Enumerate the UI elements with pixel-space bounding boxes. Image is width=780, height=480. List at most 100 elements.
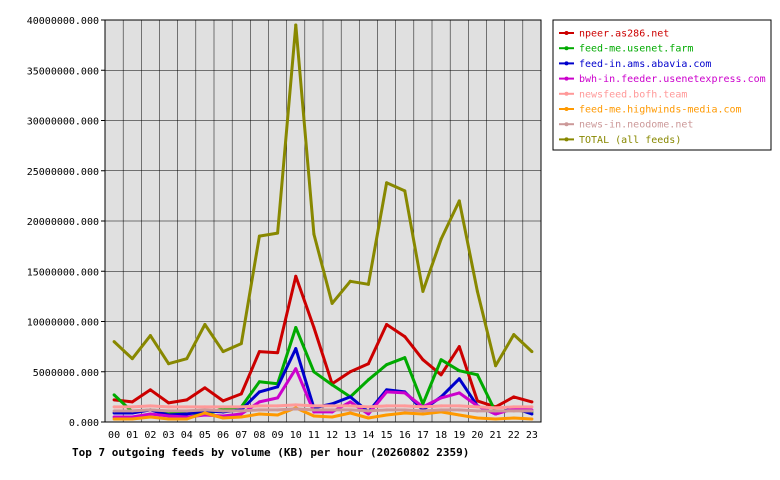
series-point [457, 391, 461, 395]
series-point [312, 404, 316, 408]
series-point [330, 383, 334, 387]
series-point [366, 362, 370, 366]
series-point [148, 404, 152, 408]
x-tick-label: 12 [326, 430, 338, 441]
series-point [257, 408, 261, 412]
y-tick-label: 5000000.000 [33, 368, 99, 379]
series-point [348, 408, 352, 412]
series-point [130, 409, 134, 413]
series-point [348, 400, 352, 404]
series-point [385, 408, 389, 412]
series-point [257, 412, 261, 416]
series-point [148, 408, 152, 412]
x-tick-label: 10 [290, 430, 302, 441]
series-point [403, 356, 407, 360]
series-point [112, 405, 116, 409]
series-point [185, 405, 189, 409]
series-point [385, 181, 389, 185]
legend-marker [564, 76, 569, 81]
series-point [439, 373, 443, 377]
x-tick-label: 05 [199, 430, 211, 441]
series-point [276, 231, 280, 235]
series-point [167, 417, 171, 421]
legend-marker [564, 122, 569, 127]
x-tick-label: 08 [253, 430, 265, 441]
series-point [185, 417, 189, 421]
x-tick-label: 23 [526, 430, 538, 441]
series-point [221, 416, 225, 420]
series-point [439, 358, 443, 362]
x-tick-label: 13 [344, 430, 356, 441]
series-point [385, 413, 389, 417]
x-tick-label: 19 [453, 430, 465, 441]
legend-marker [564, 61, 569, 66]
series-point [457, 404, 461, 408]
series-point [167, 405, 171, 409]
series-point [148, 412, 152, 416]
series-point [276, 408, 280, 412]
series-point [112, 398, 116, 402]
legend-marker [564, 107, 569, 111]
legend-marker [564, 137, 569, 142]
legend-label: newsfeed.bofh.team [579, 89, 687, 100]
series-point [494, 406, 498, 410]
series-point [530, 405, 534, 409]
x-tick-label: 07 [235, 430, 247, 441]
series-point [421, 412, 425, 416]
y-ticks: 0.000 5000000.000 10000000.000 15000000.000… [27, 16, 105, 429]
series-point [294, 367, 298, 371]
legend-label: bwh-in.feeder.usenetexpress.com [579, 74, 766, 85]
series-point [457, 377, 461, 381]
y-tick-label: 25000000.000 [27, 167, 99, 178]
series-point [221, 409, 225, 413]
y-tick-label: 20000000.000 [27, 217, 99, 228]
legend-marker [564, 91, 569, 96]
series-point [403, 189, 407, 193]
series-line [113, 23, 533, 368]
series-point [221, 350, 225, 354]
series-point [457, 199, 461, 203]
series-point [475, 373, 479, 377]
series-point [512, 395, 516, 399]
series-point [421, 289, 425, 293]
series-point [457, 369, 461, 373]
series-point [494, 417, 498, 421]
series-point [203, 405, 207, 409]
series-point [276, 396, 280, 400]
series-point [112, 393, 116, 397]
legend: npeer.as286.net feed-me.usenet.farm feed-i… [552, 19, 772, 151]
series-point [112, 340, 116, 344]
series-point [475, 405, 479, 409]
series-point [294, 407, 298, 411]
x-tick-label: 14 [362, 430, 374, 441]
series-point [385, 390, 389, 394]
series-point [257, 400, 261, 404]
series-point [276, 413, 280, 417]
x-ticks: 00 01 02 03 04 05 06 07 08 09 10 11 12 13 14 15 16 17 18 19… [108, 430, 538, 441]
series-point [330, 408, 334, 412]
series-point [385, 404, 389, 408]
x-tick-label: 03 [163, 430, 175, 441]
series-point [348, 395, 352, 399]
series-point [312, 232, 316, 236]
series-point [530, 409, 534, 413]
series-point [366, 409, 370, 413]
series-point [257, 390, 261, 394]
legend-label: news-in.neodome.net [579, 120, 693, 131]
series-point [494, 364, 498, 368]
series-point [221, 399, 225, 403]
series-point [167, 362, 171, 366]
series-point [257, 234, 261, 238]
series-point [421, 358, 425, 362]
series-point [276, 404, 280, 408]
legend-label: feed-me.usenet.farm [579, 44, 693, 55]
series-point [167, 401, 171, 405]
series-point [366, 412, 370, 416]
legend-box [552, 19, 772, 151]
series-point [457, 413, 461, 417]
y-tick-label: 10000000.000 [27, 318, 99, 329]
series-point [366, 405, 370, 409]
series-point [439, 396, 443, 400]
chart-title: Top 7 outgoing feeds by volume (KB) per … [72, 446, 469, 459]
series-point [112, 417, 116, 421]
